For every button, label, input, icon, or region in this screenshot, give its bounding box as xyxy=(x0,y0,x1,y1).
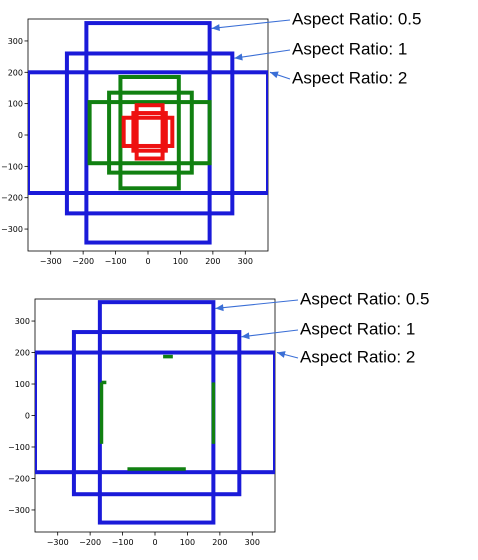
anchor-box xyxy=(35,350,275,475)
y-tick-label: 100 xyxy=(8,100,23,109)
aspect-ratio-label: Aspect Ratio: 1 xyxy=(292,39,407,58)
x-tick-label: 200 xyxy=(212,538,227,547)
aspect-ratio-label: Aspect Ratio: 2 xyxy=(300,347,415,366)
anchor-box xyxy=(118,75,181,191)
x-tick-label: 0 xyxy=(152,538,157,547)
y-tick-label: −300 xyxy=(1,225,23,234)
aspect-ratio-label: Aspect Ratio: 0.5 xyxy=(292,9,421,28)
aspect-ratio-label: Aspect Ratio: 2 xyxy=(292,68,407,87)
y-tick-label: 200 xyxy=(15,349,30,358)
y-tick-label: 200 xyxy=(8,68,23,77)
y-axis: −300 −200 −100 0 100 200 300 xyxy=(1,37,28,234)
x-tick-label: 300 xyxy=(245,538,260,547)
annotation-arrowhead xyxy=(211,24,220,32)
x-tick-label: −300 xyxy=(40,257,62,266)
annotations: Aspect Ratio: 0.5 Aspect Ratio: 1 Aspect R… xyxy=(211,9,421,87)
annotation-arrowhead xyxy=(277,351,286,358)
annotation-arrow xyxy=(234,49,291,59)
plot-panel-1: −300 −200 −100 0 100 200 300 −300 −200 −100 0 100 20… xyxy=(1,9,421,266)
y-tick-label: 0 xyxy=(25,412,30,421)
anchor-box xyxy=(71,330,242,497)
annotation-arrow xyxy=(241,329,299,338)
annotation-arrow xyxy=(215,299,299,309)
anchor-box xyxy=(107,90,194,175)
annotations: Aspect Ratio: 0.5 Aspect Ratio: 1 Aspect R… xyxy=(215,289,429,366)
y-tick-label: −200 xyxy=(8,474,30,483)
y-tick-label: 0 xyxy=(18,131,23,140)
axes: −300 −200 −100 0 100 200 300 −300 −200 −100 0 100 20… xyxy=(8,298,276,547)
x-tick-label: 100 xyxy=(180,538,195,547)
anchor-box xyxy=(28,70,268,195)
x-tick-label: 100 xyxy=(173,257,188,266)
aspect-ratio-label: Aspect Ratio: 1 xyxy=(300,319,415,338)
x-tick-label: −200 xyxy=(72,257,94,266)
anchor-box xyxy=(134,103,165,161)
anchor-box xyxy=(131,111,168,153)
y-tick-label: 100 xyxy=(15,380,30,389)
anchor-box-layer xyxy=(28,21,268,245)
anchor-box xyxy=(121,115,175,148)
x-axis: −300 −200 −100 0 100 200 300 xyxy=(47,532,260,547)
y-tick-label: 300 xyxy=(8,37,23,46)
x-tick-label: 200 xyxy=(205,257,220,266)
y-tick-label: −300 xyxy=(8,506,30,515)
annotation-arrow xyxy=(211,19,291,29)
x-axis: −300 −200 −100 0 100 200 300 xyxy=(40,251,253,266)
annotation-arrowhead xyxy=(270,71,279,79)
y-tick-label: −100 xyxy=(1,162,23,171)
x-tick-label: −100 xyxy=(105,257,127,266)
x-tick-label: −300 xyxy=(47,538,69,547)
annotation-arrowhead xyxy=(234,53,243,61)
x-tick-label: −200 xyxy=(79,538,101,547)
y-tick-label: −100 xyxy=(8,443,30,452)
anchor-box-layer xyxy=(35,300,275,525)
x-tick-label: 300 xyxy=(238,257,253,266)
plot-panel-2: −300 −200 −100 0 100 200 300 −300 −200 −100 0 100 20… xyxy=(8,289,429,547)
aspect-ratio-label: Aspect Ratio: 0.5 xyxy=(300,289,429,308)
x-tick-label: −100 xyxy=(112,538,134,547)
y-axis: −300 −200 −100 0 100 200 300 xyxy=(8,317,35,515)
anchor-box xyxy=(64,51,235,216)
y-tick-label: 300 xyxy=(15,317,30,326)
y-tick-label: −200 xyxy=(1,194,23,203)
anchor-box xyxy=(87,100,212,166)
x-tick-label: 0 xyxy=(145,257,150,266)
annotation-arrowhead xyxy=(241,332,250,340)
annotation-arrowhead xyxy=(215,304,224,312)
